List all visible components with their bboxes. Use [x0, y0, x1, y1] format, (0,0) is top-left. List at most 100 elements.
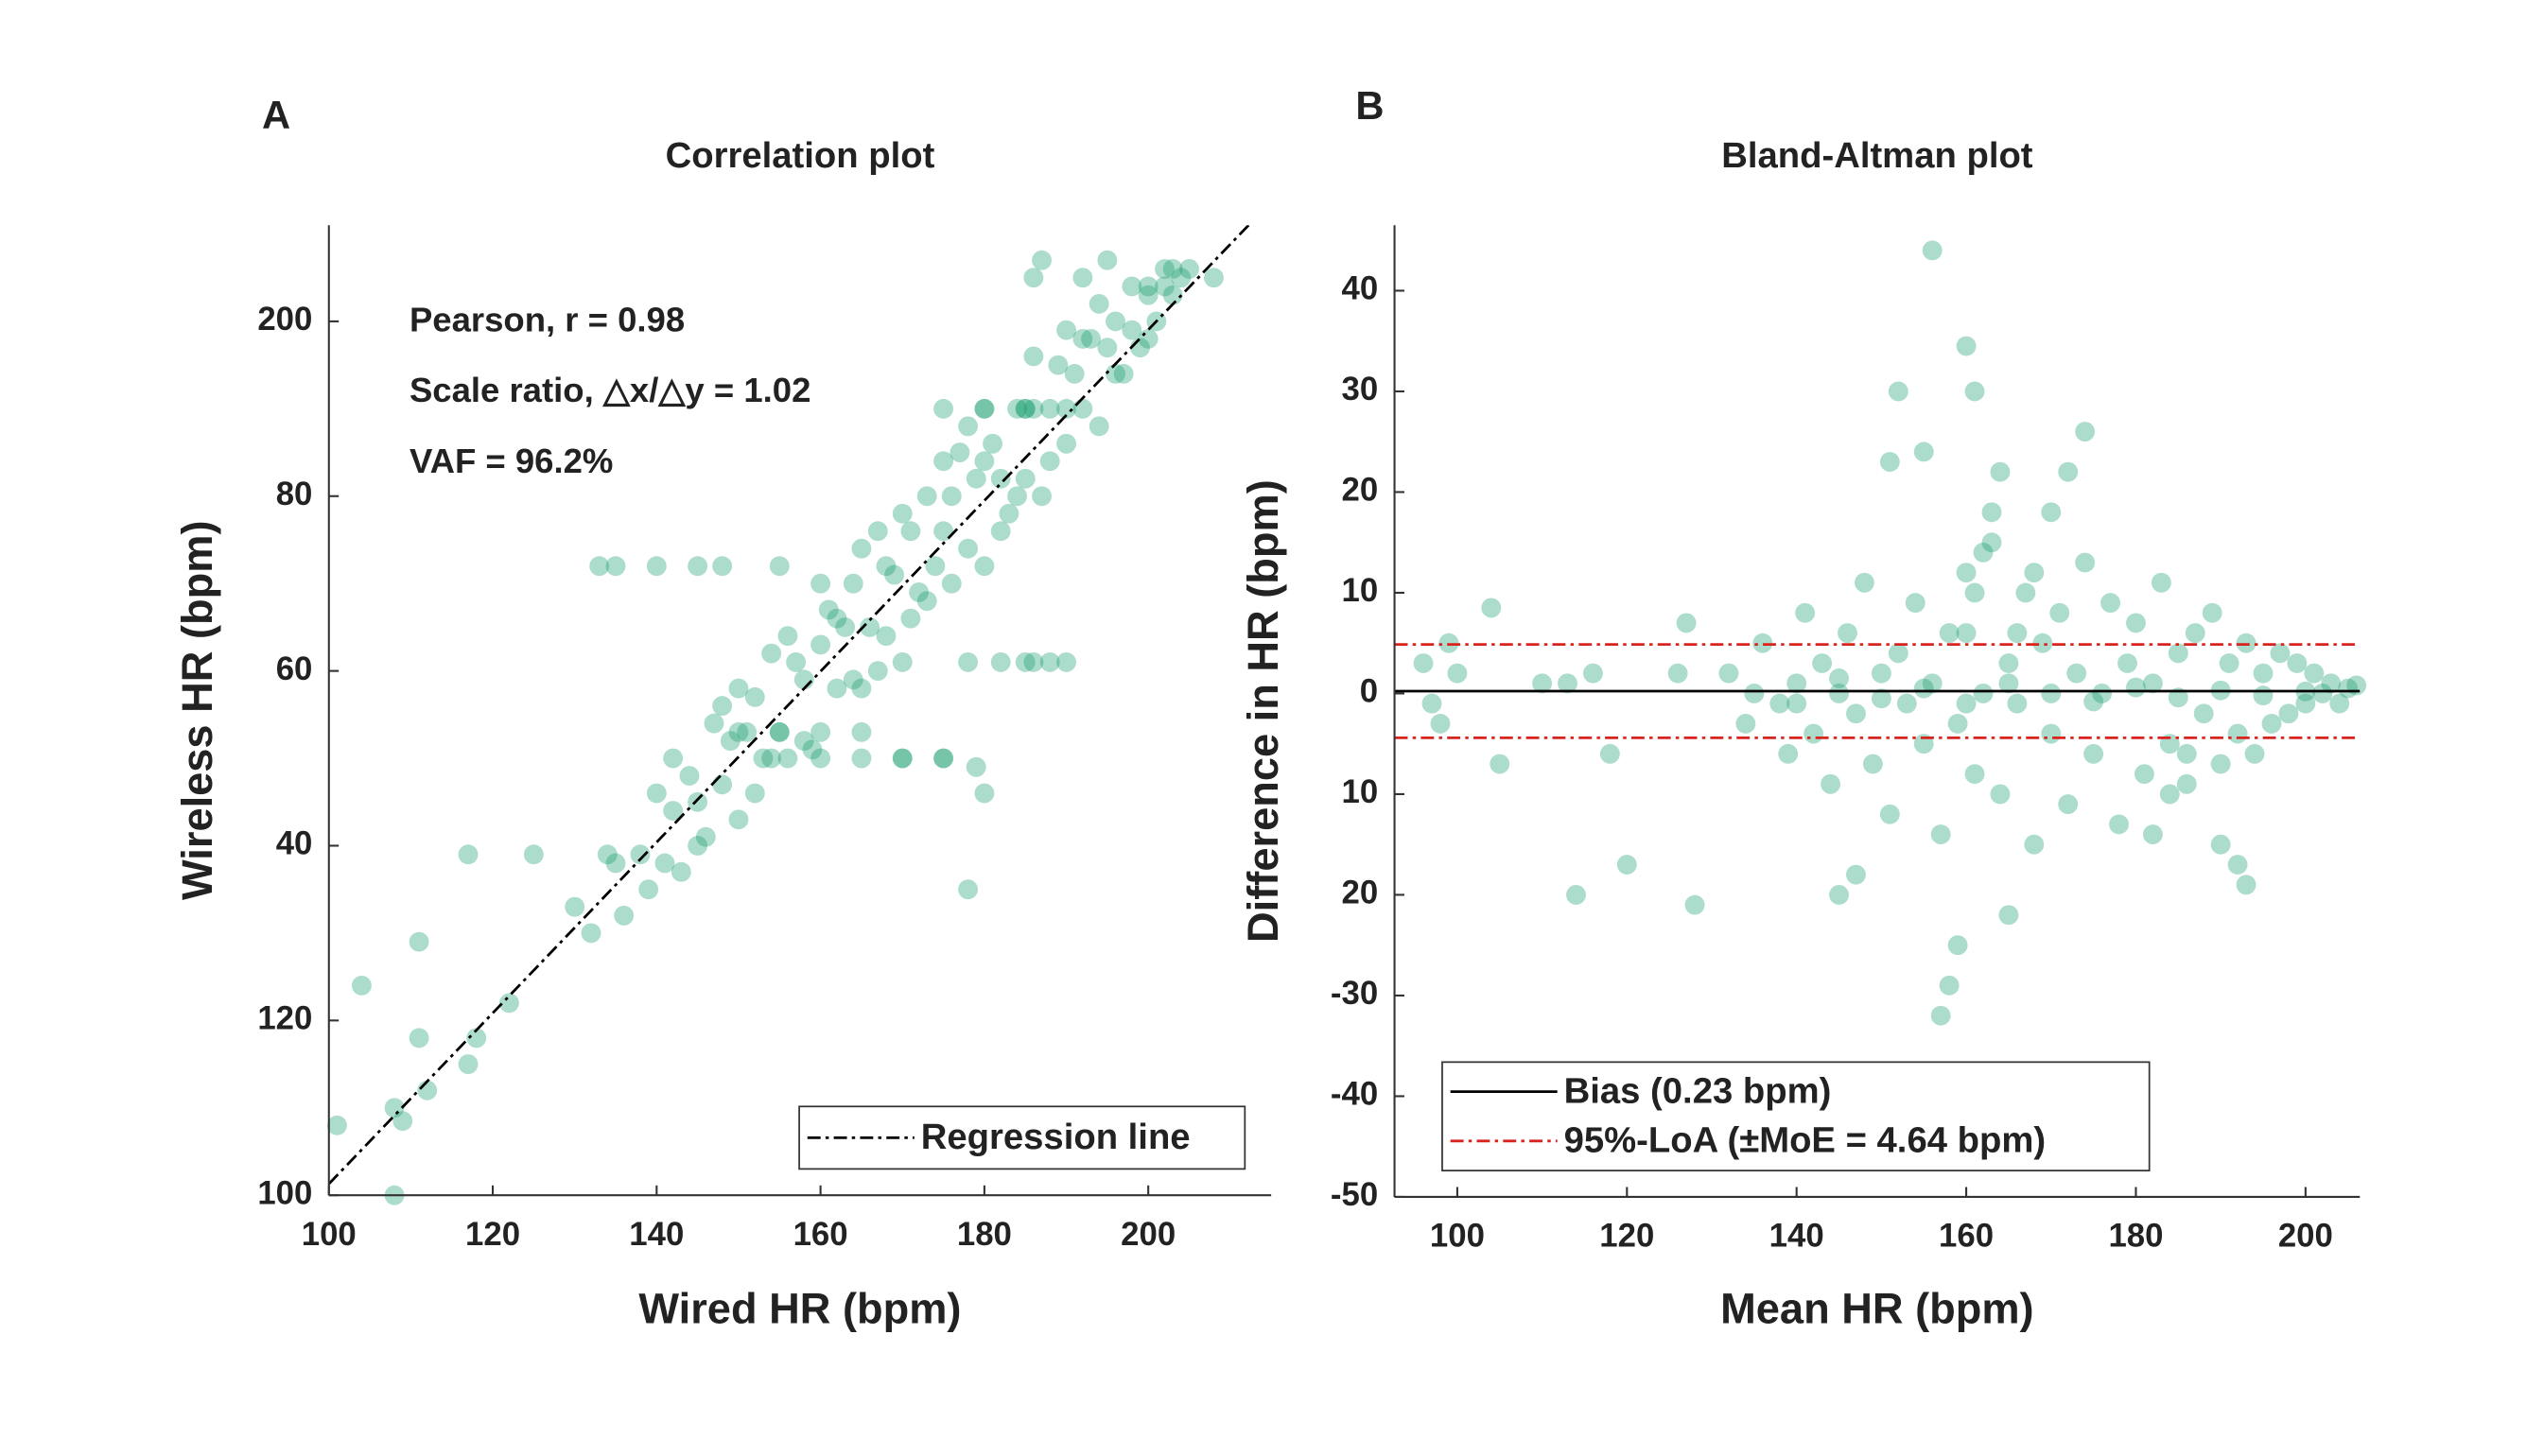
point [1998, 653, 2019, 673]
point [1981, 532, 2002, 553]
point [688, 836, 708, 856]
y-axis-label: Wireless HR (bpm) [173, 520, 221, 899]
point [1616, 855, 1637, 875]
point [2312, 684, 2333, 703]
point [646, 556, 667, 577]
point [1122, 276, 1142, 297]
point [2041, 502, 2062, 523]
point [851, 678, 872, 699]
point [1015, 651, 1036, 672]
point [2075, 552, 2096, 573]
annotation: VAF = 96.2% [409, 442, 613, 480]
legend-label: 95%-LoA (±MoE = 4.64 bpm) [1564, 1120, 2046, 1161]
point [2321, 673, 2342, 694]
point [2244, 743, 2265, 764]
point [777, 748, 798, 769]
point [892, 748, 913, 769]
point [1667, 663, 1688, 684]
point [523, 844, 544, 865]
x-tick-label: 100 [302, 1217, 357, 1253]
point [2024, 834, 2045, 855]
point [2142, 673, 2163, 694]
point [1481, 598, 1502, 618]
point [1558, 673, 1577, 694]
point [1138, 285, 1159, 305]
point [1990, 461, 2011, 482]
point [753, 748, 774, 769]
point [2083, 743, 2104, 764]
point [990, 521, 1011, 542]
point [1905, 593, 1925, 614]
point [1956, 563, 1977, 583]
point [1913, 678, 1934, 699]
point [2066, 663, 2087, 684]
point [1582, 663, 1603, 684]
point [1122, 320, 1142, 340]
point [950, 442, 970, 462]
y-tick-label: 40 [276, 826, 313, 862]
y-tick-label: 20 [1341, 473, 1378, 509]
point [2083, 691, 2104, 712]
x-tick-label: 100 [1430, 1219, 1485, 1255]
point [1056, 651, 1076, 672]
point [1990, 784, 2011, 805]
y-tick-label: 100 [257, 1175, 312, 1211]
point [2304, 663, 2325, 684]
point [1155, 276, 1175, 297]
point [1072, 268, 1093, 288]
point [1032, 250, 1052, 270]
y-tick-label: 200 [257, 302, 312, 338]
annotation: Scale ratio, △x/△y = 1.02 [409, 371, 810, 409]
point [2295, 693, 2316, 714]
point [2007, 623, 2028, 643]
point [498, 993, 519, 1014]
point [1998, 905, 2019, 926]
point [2227, 855, 2248, 875]
x-tick-label: 160 [1939, 1219, 1994, 1255]
point [1922, 673, 1943, 694]
point [925, 556, 946, 577]
point [2202, 602, 2222, 623]
point [1888, 643, 1908, 664]
point [2058, 461, 2079, 482]
point [1138, 276, 1159, 297]
point [1421, 693, 1442, 714]
point [1007, 398, 1027, 419]
y-tick-label: 60 [276, 651, 313, 687]
point [2168, 643, 2188, 664]
point [892, 651, 913, 672]
y-tick-label: 80 [276, 477, 313, 512]
point [958, 416, 978, 437]
point [933, 398, 954, 419]
point [409, 1028, 429, 1049]
point [2007, 693, 2028, 714]
point [1039, 398, 1060, 419]
point [769, 721, 790, 742]
point [671, 861, 691, 882]
point [958, 538, 978, 559]
point [1786, 693, 1807, 714]
point [646, 783, 667, 804]
point [916, 486, 937, 507]
point [827, 608, 847, 629]
x-axis-label: Wired HR (bpm) [638, 1285, 961, 1333]
point [728, 678, 749, 699]
point [1821, 773, 1840, 794]
point [941, 573, 962, 594]
point [933, 521, 954, 542]
y-tick-label: 0 [1360, 674, 1378, 710]
point [1048, 355, 1069, 375]
point [2261, 713, 2282, 734]
y-tick-label: -30 [1331, 976, 1378, 1012]
point [1956, 623, 1977, 643]
point [867, 661, 888, 682]
point [2049, 602, 2070, 623]
point [458, 1054, 479, 1074]
point [793, 731, 814, 752]
point [728, 809, 749, 830]
point [1089, 416, 1109, 437]
point [1089, 293, 1109, 314]
point [1072, 328, 1093, 349]
point [744, 783, 765, 804]
point [720, 731, 741, 752]
